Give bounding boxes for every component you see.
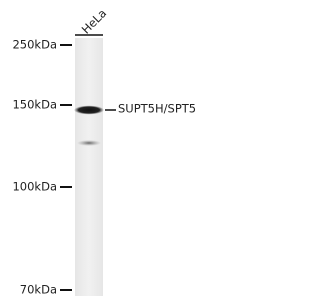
lane-label: HeLa xyxy=(79,6,110,37)
marker-label: 100kDa xyxy=(12,180,57,194)
marker-label: 250kDa xyxy=(12,38,57,52)
marker-label: 150kDa xyxy=(12,98,57,112)
western-blot: HeLa 250kDa 150kDa 100kDa 70kDa SUPT5H/S… xyxy=(12,6,196,297)
band-label: SUPT5H/SPT5 xyxy=(118,102,196,116)
faint-band xyxy=(77,140,101,146)
gel-lane xyxy=(75,38,103,296)
main-band xyxy=(74,105,104,115)
marker-label: 70kDa xyxy=(20,283,57,297)
